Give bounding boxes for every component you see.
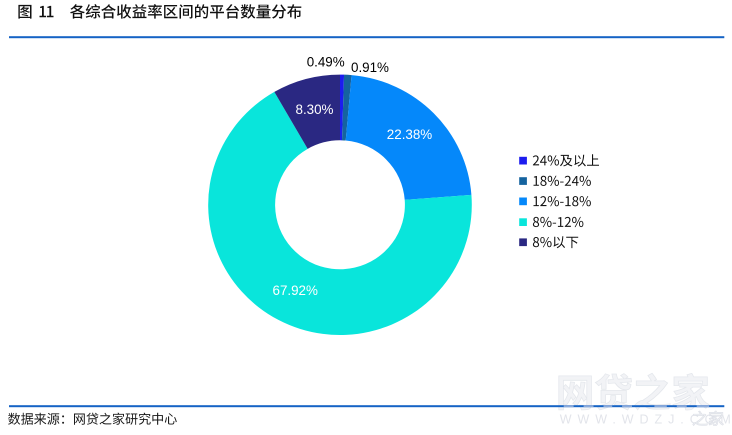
svg-text:8.30%: 8.30% bbox=[296, 102, 334, 117]
svg-text:WWW.WDZJ.COM: WWW.WDZJ.COM bbox=[560, 412, 732, 426]
svg-text:67.92%: 67.92% bbox=[273, 283, 319, 298]
svg-text:0.49%: 0.49% bbox=[307, 54, 345, 69]
svg-text:0.91%: 0.91% bbox=[351, 60, 389, 75]
svg-text:22.38%: 22.38% bbox=[387, 127, 433, 142]
